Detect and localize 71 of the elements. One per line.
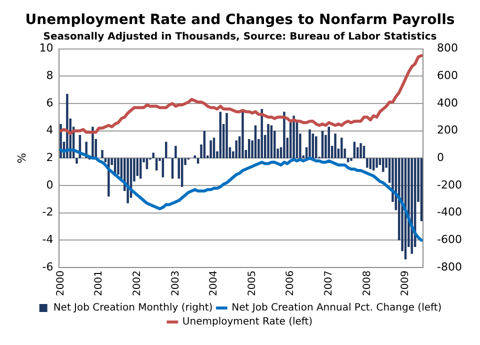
bar — [139, 158, 142, 179]
y2-tick-label: 800 — [437, 42, 458, 55]
bar — [162, 158, 164, 178]
bar — [235, 140, 238, 158]
y-tick-label: 10 — [39, 42, 54, 55]
bar — [212, 138, 216, 158]
bar — [174, 146, 177, 158]
y-tick-label: 8 — [46, 69, 54, 82]
y-axis-title: % — [15, 152, 28, 164]
y-tick-label: -2 — [42, 206, 54, 219]
bar — [382, 158, 384, 172]
bar — [328, 126, 330, 158]
x-tick-label: 2002 — [132, 270, 143, 296]
x-tick-label: 2006 — [285, 270, 296, 296]
bar — [219, 112, 222, 158]
bar — [180, 158, 184, 187]
bar — [283, 112, 286, 158]
bar — [369, 158, 372, 170]
bar — [260, 108, 263, 158]
y-tick-label: -4 — [42, 233, 54, 246]
bar — [171, 158, 174, 179]
x-tick-label: 2000 — [55, 270, 66, 296]
bar — [267, 124, 270, 158]
bar — [196, 158, 200, 164]
bar — [226, 113, 228, 158]
bar — [366, 158, 368, 168]
bar — [420, 158, 423, 222]
bar — [117, 158, 120, 175]
y2-tick-label: 400 — [437, 96, 458, 110]
bar — [194, 155, 196, 158]
y-tick-label: 6 — [46, 96, 54, 110]
bar — [334, 134, 336, 158]
bar — [360, 143, 362, 158]
x-tick-label: 2003 — [170, 270, 182, 296]
y2-tick-label: -600 — [437, 233, 462, 246]
x-tick-label: 2005 — [246, 270, 258, 296]
bar — [76, 158, 78, 164]
x-tick-label: 2007 — [323, 270, 334, 296]
legend-label: Net Job Creation Monthly (right) — [53, 302, 213, 314]
y2-tick-label: -400 — [437, 206, 462, 219]
x-tick-label: 2004 — [208, 270, 220, 296]
bar — [152, 152, 154, 158]
y2-tick-label: -200 — [437, 178, 462, 192]
y-tick-label: 4 — [46, 124, 54, 137]
y2-tick-label: 0 — [437, 151, 444, 164]
y-tick-label: 2 — [46, 151, 54, 164]
bar — [146, 158, 148, 170]
bar — [308, 129, 311, 158]
bar — [372, 158, 375, 170]
y-tick-label: 0 — [46, 178, 54, 192]
bar — [242, 112, 244, 158]
y2-tick-label: 600 — [437, 69, 458, 82]
bar — [155, 158, 158, 170]
bar — [101, 150, 104, 158]
bar — [292, 116, 295, 158]
bar — [376, 158, 378, 168]
legend-label: Net Job Creation Annual Pct. Change (left) — [232, 302, 442, 314]
chart-subtitle: Seasonally Adjusted in Thousands, Source: Bureau of Labor Statistics — [43, 31, 437, 42]
x-tick-label: 2008 — [362, 270, 373, 296]
bar — [340, 138, 343, 158]
y2-tick-label: 200 — [437, 124, 458, 137]
bar — [350, 158, 352, 161]
y2-tick-label: -800 — [437, 260, 462, 274]
bar — [346, 158, 350, 162]
bar — [410, 158, 413, 254]
bar — [210, 140, 212, 158]
chart-title: Unemployment Rate and Changes to Nonfarm Payrolls — [25, 12, 455, 28]
x-tick-label: 2001 — [94, 270, 105, 296]
y-tick-label: -6 — [42, 260, 54, 274]
legend-label: Unemployment Rate (left) — [182, 316, 313, 328]
x-tick-label: 2009 — [400, 270, 412, 296]
